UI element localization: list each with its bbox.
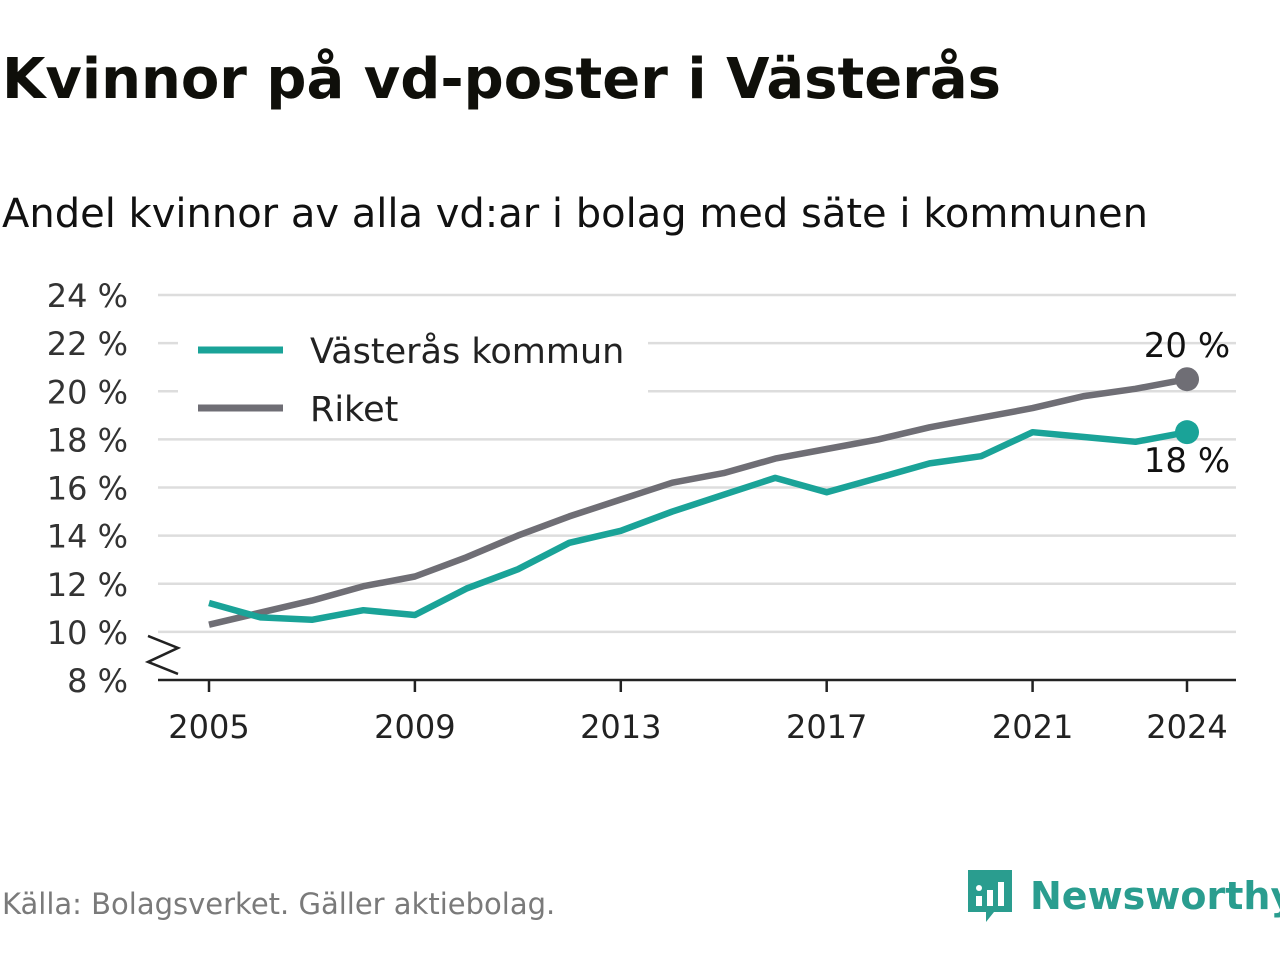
series-end-marker	[1175, 367, 1199, 392]
series-end-markers: 18 % 20 %	[1144, 326, 1230, 481]
series-line-riket	[208, 376, 1188, 628]
y-tick-label: 14 %	[47, 518, 128, 556]
y-tick-label: 22 %	[47, 325, 128, 363]
y-tick-label: 12 %	[47, 566, 128, 604]
legend: Västerås kommun Riket	[178, 318, 648, 438]
source-note: Källa: Bolagsverket. Gäller aktiebolag.	[2, 887, 556, 921]
legend-label: Västerås kommun	[310, 331, 624, 372]
y-tick-label: 8 %	[67, 662, 128, 700]
x-tick-label: 2009	[374, 708, 455, 746]
series-end-label: 20 %	[1144, 326, 1230, 366]
series-lines	[208, 376, 1188, 628]
y-tick-label: 24 %	[47, 277, 128, 315]
newsworthy-logo-icon	[968, 870, 1012, 922]
series-line-västerås-kommun	[208, 428, 1188, 624]
x-tick-label: 2013	[580, 708, 661, 746]
axis-break-mark	[144, 634, 182, 676]
chart-title: Kvinnor på vd-poster i Västerås	[2, 47, 1001, 112]
x-tick-label: 2024	[1146, 708, 1227, 746]
series-end-label: 18 %	[1144, 441, 1230, 481]
x-tick-label: 2005	[168, 708, 249, 746]
x-axis	[144, 634, 1236, 692]
chart-subtitle: Andel kvinnor av alla vd:ar i bolag med …	[2, 191, 1148, 237]
x-tick-label: 2021	[992, 708, 1073, 746]
x-tick-label: 2017	[786, 708, 867, 746]
brand-name: Newsworthy	[1030, 874, 1280, 918]
y-axis-tick-labels: 8 % 10 % 12 % 14 % 16 % 18 % 20 % 22 % 24 %	[47, 277, 128, 700]
y-tick-label: 18 %	[47, 421, 128, 459]
y-tick-label: 10 %	[47, 614, 128, 652]
y-tick-label: 20 %	[47, 373, 128, 411]
x-axis-tick-labels: 2005 2009 2013 2017 2021 2024	[168, 708, 1227, 746]
series-end-marker	[1175, 420, 1199, 445]
y-tick-label: 16 %	[47, 470, 128, 508]
brand-logo: Newsworthy	[964, 866, 1280, 926]
legend-label: Riket	[310, 390, 398, 430]
legend-background	[178, 318, 648, 438]
